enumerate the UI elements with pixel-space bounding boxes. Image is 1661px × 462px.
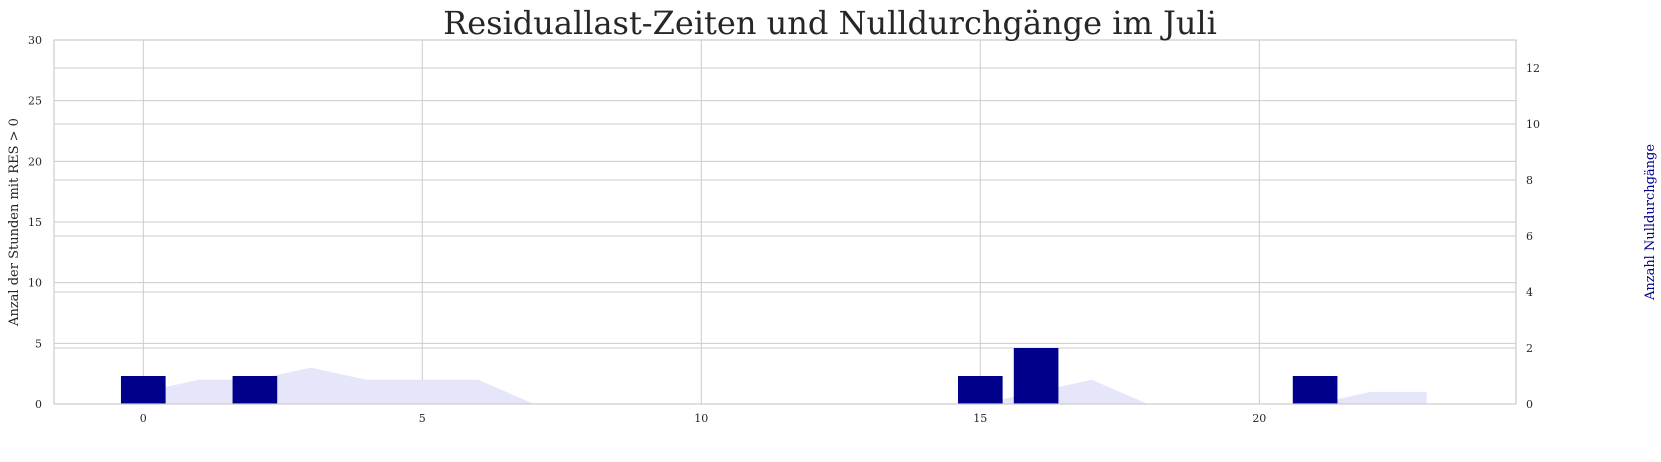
y-tick-label-left: 5 bbox=[35, 337, 42, 350]
bar bbox=[957, 376, 1003, 404]
area-series bbox=[143, 367, 1427, 404]
y-tick-label-right: 10 bbox=[1526, 118, 1540, 131]
x-tick-label: 5 bbox=[419, 412, 426, 425]
y-axis-label-right: Anzahl Nulldurchgänge bbox=[1643, 144, 1658, 301]
y-tick-label-left: 0 bbox=[35, 398, 42, 411]
y-tick-label-right: 2 bbox=[1526, 342, 1533, 355]
x-tick-label: 15 bbox=[973, 412, 987, 425]
y-tick-label-left: 30 bbox=[28, 34, 42, 47]
plot-frame bbox=[53, 39, 1517, 405]
tick-layer: 0 5 10 15 20 0 5 10 15 20 25 30 0 2 4 6 8 10 12 bbox=[28, 34, 1540, 425]
bar bbox=[1013, 348, 1059, 404]
x-tick-label: 0 bbox=[140, 412, 147, 425]
bar bbox=[1292, 376, 1338, 404]
y-tick-label-right: 8 bbox=[1526, 174, 1533, 187]
bar bbox=[232, 376, 278, 404]
area-layer bbox=[143, 367, 1427, 404]
grid-layer bbox=[54, 39, 1516, 405]
y-tick-label-left: 25 bbox=[28, 95, 42, 108]
bar bbox=[120, 376, 166, 404]
y-tick-label-left: 20 bbox=[28, 155, 42, 168]
y-tick-label-right: 0 bbox=[1526, 398, 1533, 411]
y-tick-label-left: 10 bbox=[28, 277, 42, 290]
y-tick-label-right: 12 bbox=[1526, 62, 1540, 75]
frame-layer bbox=[53, 39, 1517, 405]
y-axis-label-left: Anzal der Stunden mit RES > 0 bbox=[7, 118, 22, 327]
x-tick-label: 10 bbox=[694, 412, 708, 425]
y-tick-label-right: 6 bbox=[1526, 230, 1533, 243]
bar-layer bbox=[120, 348, 1338, 404]
x-tick-label: 20 bbox=[1252, 412, 1266, 425]
y-tick-label-right: 4 bbox=[1526, 286, 1533, 299]
y-tick-label-left: 15 bbox=[28, 216, 42, 229]
chart-title: Residuallast-Zeiten und Nulldurchgänge i… bbox=[443, 4, 1217, 42]
